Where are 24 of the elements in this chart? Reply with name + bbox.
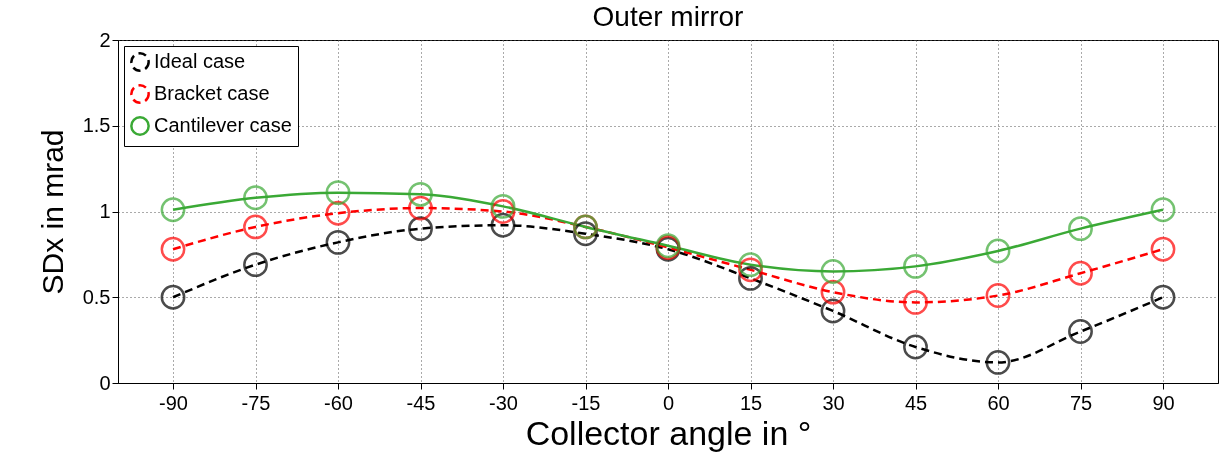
x-tick-label: 0 (662, 391, 675, 414)
x-tick-label: 45 (904, 391, 928, 414)
y-tick-label: 2 (99, 28, 111, 51)
x-tick-label: 60 (987, 391, 1010, 414)
x-tick-label: 30 (822, 391, 845, 414)
legend-label: Cantilever case (154, 114, 292, 136)
y-tick-label: 1.5 (82, 114, 111, 137)
legend-label: Ideal case (154, 50, 246, 72)
x-tick-label: 75 (1069, 391, 1093, 414)
x-tick-label: -60 (324, 391, 353, 414)
x-tick-label: -30 (489, 391, 518, 414)
y-tick-label: 0.5 (82, 285, 111, 308)
x-tick-label: 90 (1152, 391, 1175, 414)
x-axis-title: Collector angle in ° (525, 413, 812, 452)
chart-title: Outer mirror (592, 1, 744, 32)
x-tick-label: 15 (739, 391, 763, 414)
y-tick-label: 0 (99, 371, 111, 394)
y-tick-label: 1 (99, 200, 111, 222)
x-tick-label: -45 (406, 391, 436, 414)
x-tick-label: -90 (159, 391, 188, 414)
legend-label: Bracket case (154, 82, 270, 104)
y-axis-title: SDx in mrad (35, 129, 69, 295)
x-tick-label: -15 (571, 391, 601, 414)
x-tick-label: -75 (241, 391, 271, 414)
